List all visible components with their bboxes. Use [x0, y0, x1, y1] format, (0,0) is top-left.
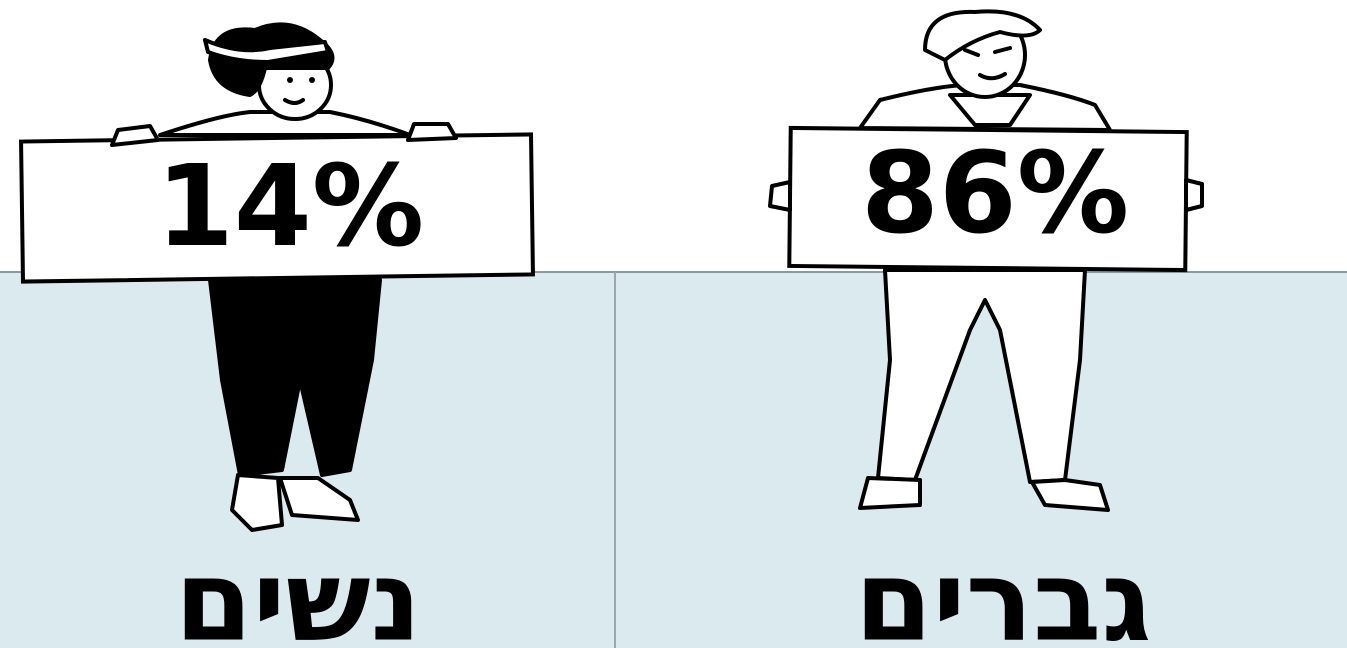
woman-figure — [158, 22, 412, 532]
man-right-hand — [1184, 178, 1204, 212]
sign-text: 14% — [156, 142, 424, 272]
woman-right-hand — [406, 122, 458, 142]
sign-text: 86% — [861, 129, 1129, 259]
woman-sign — [19, 132, 535, 284]
man-figure — [858, 9, 1112, 512]
panel-label: נשים — [175, 537, 422, 648]
sign-board — [19, 132, 535, 284]
woman-left-hand — [110, 124, 160, 147]
man-left-hand — [768, 180, 792, 212]
panel-label: גברים — [855, 537, 1152, 648]
